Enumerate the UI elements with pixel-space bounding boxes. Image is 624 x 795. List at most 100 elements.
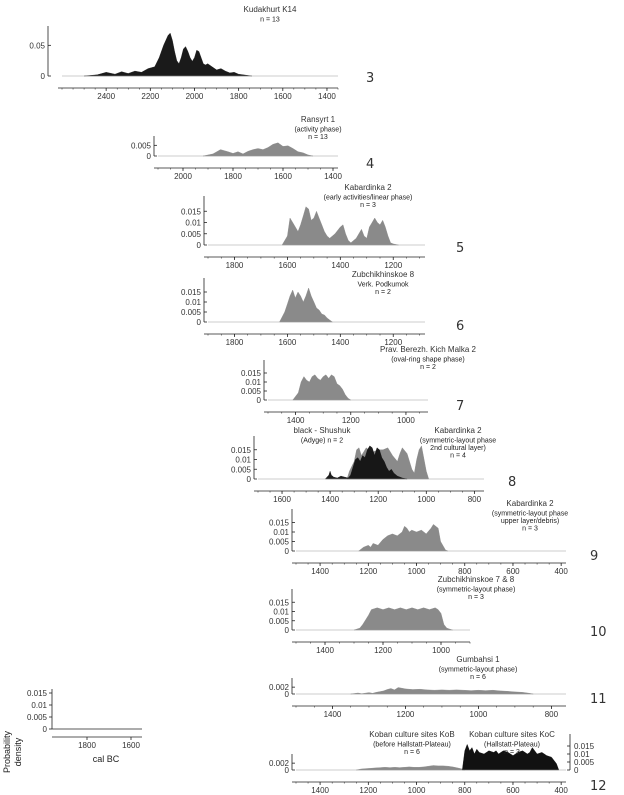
- x-tick-label: 1000: [432, 646, 450, 655]
- panel-title-line: upper layer/debris): [501, 518, 559, 525]
- panel-annotation-line: n = 6: [404, 749, 420, 756]
- panel-11: 1400 1200 1000 800 00.002 Gumbahsi 1 (symmetri…: [269, 655, 607, 719]
- series-area-7-0: [292, 374, 352, 401]
- x-tick-label: 1400: [311, 786, 329, 795]
- y-tick-label: 0: [285, 690, 290, 699]
- legend-ytick-0: 0.015: [27, 689, 48, 698]
- y-tick-label: 0.01: [235, 456, 251, 465]
- x-tick-label: 400: [554, 567, 568, 576]
- x-tick-label: 800: [468, 495, 482, 504]
- panel-title-line: n = 3: [522, 526, 538, 533]
- legend-xlabel: cal BC: [93, 754, 120, 764]
- ylabel-line-1: Probability: [2, 730, 12, 773]
- x-tick-label: 1600: [278, 261, 296, 270]
- x-tick-label: 1800: [230, 92, 248, 101]
- x-tick-label: 1200: [397, 710, 415, 719]
- x-tick-label: 2400: [97, 92, 115, 101]
- panels-layer: 2400 2200 2000 1800 1600 1400 0 0.05 Kudakhurt K…: [29, 5, 606, 795]
- panel-12: 1400 1200 1000 800 600 40000.00200.0050.010.0…: [269, 730, 607, 795]
- y2-tick-label: 0.01: [574, 750, 590, 759]
- panel-title-line: (activity phase): [294, 127, 341, 134]
- panel-number: 3: [366, 71, 374, 86]
- panel-annotation-line: 2nd cultural layer): [430, 445, 486, 452]
- y-tick-label: 0.005: [241, 387, 262, 396]
- legend-ytick-2: 0.005: [27, 713, 48, 722]
- series-area-8-1: [324, 445, 408, 480]
- y-tick-label: 0: [285, 766, 290, 775]
- panel-title-line: Ransyrt 1: [301, 115, 336, 124]
- y-tick-label: 0.015: [231, 446, 252, 455]
- panel-annotation-line: (before Hallstatt-Plateau): [373, 742, 451, 749]
- ylabel-line-2: density: [13, 737, 23, 766]
- series-area-5-0: [281, 206, 399, 246]
- y-tick-label: 0: [285, 626, 290, 635]
- x-tick-label: 600: [506, 567, 520, 576]
- panel-title-line: Prav. Berezh. Kich Malka 2: [380, 345, 476, 354]
- x-tick-label: 1800: [226, 261, 244, 270]
- x-tick-label: 1200: [359, 567, 377, 576]
- x-tick-label: 1000: [397, 416, 415, 425]
- series-area-9-0: [358, 524, 448, 552]
- y2-tick-label: 0.015: [574, 742, 595, 751]
- panel-number: 5: [456, 241, 464, 256]
- x-tick-label: 600: [506, 786, 520, 795]
- panel-annotation-line: black - Shushuk: [294, 426, 352, 435]
- panel-title-line: (symmetric-layout phase: [492, 511, 568, 518]
- panel-5: 1800 1600 1400 1200 0 0.005 0.01 0.015 Kabardink…: [181, 183, 464, 270]
- x-tick-label: 1600: [274, 172, 292, 181]
- panel-number: 6: [456, 319, 464, 334]
- y-tick-label: 0: [285, 547, 290, 556]
- series-area-6-0: [279, 287, 334, 323]
- panel-annotation-line: Koban culture sites KoC: [469, 730, 555, 739]
- x-tick-label: 1600: [274, 92, 292, 101]
- y-tick-label: 0.002: [269, 683, 290, 692]
- y-tick-label: 0.015: [181, 207, 202, 216]
- y-tick-label: 0.01: [185, 298, 201, 307]
- x-tick-label: 400: [554, 786, 568, 795]
- legend-ytick-1: 0.01: [31, 701, 47, 710]
- panel-annotation-line: n = 3: [504, 749, 520, 756]
- panel-title-line: Zubchikhinskoe 8: [352, 270, 415, 279]
- y-tick-label: 0: [197, 318, 202, 327]
- y-tick-label: 0.015: [181, 288, 202, 297]
- x-tick-label: 1000: [470, 710, 488, 719]
- series-area-12-0: [356, 765, 465, 771]
- panel-title-line: (symmetric-layout phase): [437, 587, 516, 594]
- y-tick-label: 0.005: [269, 617, 290, 626]
- x-tick-label: 1000: [408, 567, 426, 576]
- x-tick-label: 1000: [417, 495, 435, 504]
- panel-title-line: Kudakhurt K14: [244, 5, 297, 14]
- panel-annotation-line: (Adyge) n = 2: [301, 438, 343, 445]
- panel-annotation-line: (Hallstatt-Plateau): [484, 742, 540, 749]
- panel-title-line: n = 6: [470, 674, 486, 681]
- x-tick-label: 1800: [224, 172, 242, 181]
- y-tick-label: 0.015: [269, 598, 290, 607]
- x-tick-label: 1000: [408, 786, 426, 795]
- panel-annotation-line: Koban culture sites KoB: [369, 730, 454, 739]
- y-tick-label: 0: [147, 152, 152, 161]
- panel-number: 9: [590, 549, 598, 564]
- panel-4: 2000 1800 1600 1400 0 0.005 Ransyrt 1 (activity…: [131, 115, 374, 181]
- panel-title-line: n = 2: [375, 289, 391, 296]
- y-tick-label: 0.005: [181, 230, 202, 239]
- panel-title-line: n = 3: [468, 594, 484, 601]
- x-tick-label: 1400: [318, 92, 336, 101]
- x-tick-label: 1200: [374, 646, 392, 655]
- y-tick-label: 0.005: [269, 538, 290, 547]
- panel-number: 11: [590, 692, 607, 707]
- y-tick-label: 0.01: [273, 608, 289, 617]
- panel-title-line: Verk. Podkumok: [358, 282, 409, 289]
- y-tick-label: 0.002: [269, 759, 290, 768]
- x-tick-label: 1200: [342, 416, 360, 425]
- y-tick-label: 0.005: [181, 308, 202, 317]
- y2-tick-label: 0: [574, 766, 579, 775]
- x-tick-label: 800: [458, 567, 472, 576]
- panel-title-line: n = 3: [360, 202, 376, 209]
- legend-ytick-3: 0: [43, 725, 48, 734]
- panel-number: 10: [590, 625, 607, 640]
